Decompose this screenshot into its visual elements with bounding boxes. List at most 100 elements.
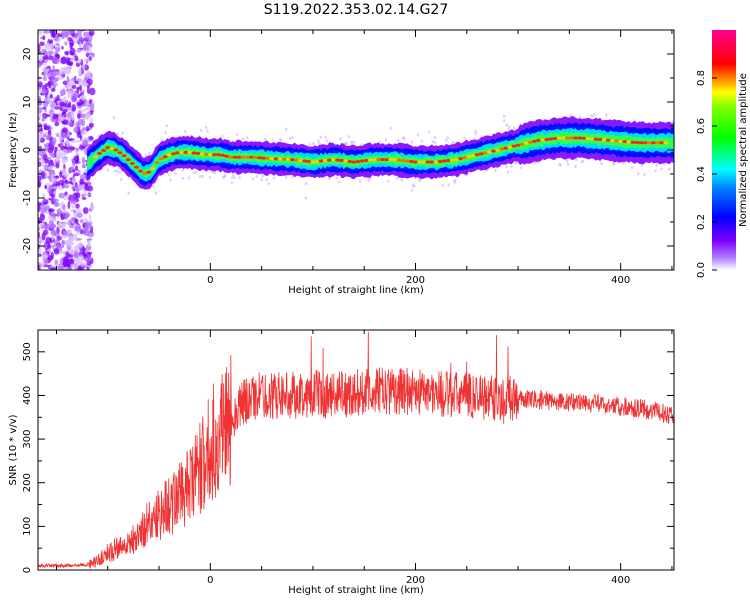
noise-speckle [42,35,46,41]
noise-speckle [39,213,46,221]
noise-speckle [66,263,71,268]
snr-y-tick-label: 0 [22,567,33,573]
spectral-haze [590,114,593,118]
snr-x-tick-label: 400 [611,575,630,586]
spectral-haze [241,137,245,141]
spectral-haze [463,136,467,140]
noise-speckle [38,231,41,239]
noise-speckle [82,89,85,94]
spectral-haze [565,159,569,163]
ridge-core [314,160,320,164]
noise-speckle [82,82,89,87]
noise-speckle [53,248,60,255]
ridge-core [491,149,496,153]
spectral-haze [324,135,327,139]
noise-speckle [78,145,85,150]
spectral-haze [520,166,523,170]
noise-speckle [42,229,48,236]
spectral-haze [350,142,353,146]
ridge-core [355,160,361,164]
spectral-haze [304,182,308,186]
ridge-core [322,159,328,163]
colorbar-tick-label: 0.4 [696,166,707,182]
colorbar-ticks: 0.0 0.2 0.4 0.6 0.8 [696,70,717,278]
colorbar-tick-label: 0.6 [696,118,707,134]
noise-speckle [76,113,81,119]
ridge-core [265,156,271,160]
noise-speckle [88,136,94,141]
spectral-haze [400,178,404,182]
noise-speckle [58,182,64,186]
noise-speckle [63,195,69,201]
ridge-core [573,136,578,140]
noise-speckle [69,196,75,204]
ridge-core [408,160,414,164]
ridge-core [331,158,336,162]
spectral-haze [288,136,292,141]
noise-speckle [50,221,54,229]
noise-speckle [60,67,63,72]
noise-speckle [38,106,43,114]
noise-speckle [77,93,81,99]
ridge-core [257,156,262,160]
ridge-core [207,153,213,157]
noise-speckle [38,161,42,167]
ridge-core [343,159,349,163]
noise-speckle [70,139,76,144]
noise-speckle [62,80,68,86]
snr-x-ticks: 0 200 400 [55,330,673,586]
ridge-core [253,155,258,159]
spectral-haze [325,139,329,143]
snr-y-tick-label: 300 [22,430,33,449]
ridge-core [199,152,205,156]
spectral-haze [452,140,455,145]
spectral-haze [335,176,339,180]
spectrogram-y-tick-label: 0 [22,147,33,153]
noise-speckle [47,97,52,102]
ridge-core [359,159,365,163]
noise-speckle [42,202,47,205]
colorbar-tick-label: 0.2 [696,214,707,230]
snr-y-label: SNR (10 * v/v) [8,414,19,485]
noise-speckle [89,117,93,124]
ridge-core [138,169,143,173]
noise-speckle [54,200,58,207]
ridge-core [294,158,299,162]
colorbar-gradient [712,30,736,270]
spectral-haze [169,178,172,182]
ridge-core [310,160,316,164]
ridge-core [589,137,595,141]
noise-speckle [67,266,72,270]
spectral-haze [312,142,315,146]
spectral-haze [358,179,362,183]
spectral-haze [168,173,171,177]
noise-speckle [43,205,51,211]
noise-speckle [43,260,48,265]
noise-speckle [39,222,46,227]
noise-speckle [60,93,64,97]
spectral-haze [654,169,657,173]
ridge-core [421,160,427,164]
spectral-haze [427,130,431,134]
noise-speckle [83,31,89,38]
noise-speckle [48,208,55,213]
ridge-core [326,158,332,162]
noise-speckle [56,53,61,60]
spectral-haze [575,157,579,162]
figure-title: S119.2022.353.02.14.G27 [264,2,449,18]
ridge-core [610,139,615,143]
ridge-core [117,151,123,155]
noise-speckle [81,157,85,165]
spectral-haze [660,167,663,171]
noise-speckle [38,112,42,118]
spectral-haze [318,141,321,146]
ridge-core [363,159,369,163]
spectral-haze [291,175,294,179]
noise-speckle [86,238,93,241]
noise-speckle [47,255,54,261]
noise-speckle [61,127,68,133]
spectral-haze [206,129,209,133]
noise-speckle [64,51,69,56]
snr-y-tick-label: 400 [22,386,33,405]
ridge-core [154,161,160,165]
